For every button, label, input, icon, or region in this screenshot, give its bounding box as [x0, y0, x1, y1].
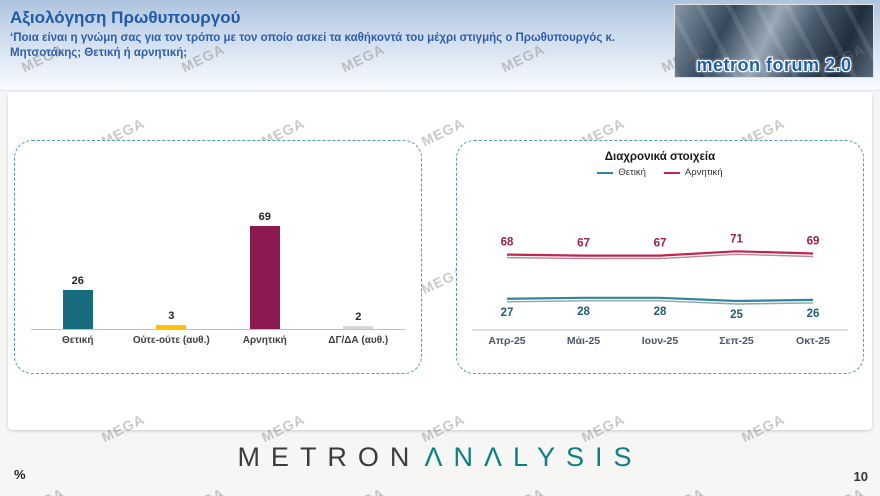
bar-column: 2 [312, 311, 406, 329]
series-shadow-line [506, 253, 814, 260]
metron-analysis-logo: METRON ΛNΛLYSIS [0, 442, 880, 473]
metron-forum-logo-text: metron forum 2.0 [696, 55, 852, 75]
bar-value-label: 69 [258, 210, 271, 223]
legend-item: Θετική [597, 167, 646, 178]
x-axis-tick-label: Σεπ-25 [719, 335, 754, 347]
bar [343, 326, 374, 329]
bar-chart-category-labels: Θετική Ούτε-ούτε (αυθ.) Αρνητική ΔΓ/ΔΑ (αυθ… [31, 335, 405, 346]
line-chart-panel: Διαχρονικά στοιχεία Θετική Αρνητική 27 28 2… [456, 140, 864, 374]
bar-value-label: 2 [355, 311, 362, 323]
data-point-label: 67 [654, 238, 667, 250]
data-point-label: 68 [501, 237, 514, 249]
data-point-label: 27 [501, 307, 514, 319]
page-subtitle: ‘Ποια είναι η γνώμη σας για τον τρόπο με… [10, 32, 616, 59]
bar-column: 3 [125, 309, 219, 329]
x-axis-tick-label: Απρ-25 [488, 335, 525, 347]
line-chart-title: Διαχρονικά στοιχεία [604, 151, 716, 163]
series-line [506, 296, 814, 303]
x-axis-tick-label: Μάι-25 [567, 335, 600, 347]
page-number: 10 [853, 469, 868, 484]
bar-chart-panel: 26 3 69 2 Θετική Ούτε-ούτε (αυθ.) Αρνητική ΔΓ/… [14, 140, 422, 374]
data-point-label: 67 [577, 238, 590, 250]
content-card: 26 3 69 2 Θετική Ούτε-ούτε (αυθ.) Αρνητική ΔΓ/… [8, 92, 872, 430]
legend-item: Αρνητική [663, 167, 723, 178]
series-shadow-line [506, 300, 814, 305]
data-point-label: 28 [577, 306, 590, 318]
line-chart: 27 28 28 25 26 68 67 67 71 69 Απρ-25 Μάι-25 Ιουν-25 Σ… [472, 233, 848, 347]
bar-column: 69 [218, 210, 312, 329]
metron-forum-logo: metron forum 2.0 [674, 4, 874, 78]
x-axis-tick-label: Οκτ-25 [796, 335, 830, 347]
data-point-label: 28 [654, 306, 667, 318]
page-title: Αξιολόγηση Πρωθυπουργού [10, 8, 241, 27]
bar-chart: 26 3 69 2 Θετική Ούτε-ούτε (αυθ.) Αρνητική ΔΓ/… [15, 169, 421, 346]
bar-value-label: 3 [168, 309, 175, 322]
line-chart-legend: Θετική Αρνητική [457, 167, 863, 178]
bar-category-label: ΔΓ/ΔΑ (αυθ.) [328, 335, 389, 346]
data-point-label: 26 [807, 308, 820, 320]
percent-label: % [14, 467, 26, 482]
brand-analysis: ΛNΛLYSIS [424, 442, 643, 472]
series-line [506, 250, 814, 257]
bar-column: 26 [31, 275, 125, 329]
bar-category-label: Θετική [62, 335, 94, 346]
data-point-label: 25 [730, 309, 743, 321]
legend-swatch-icon [597, 171, 614, 174]
legend-label: Θετική [618, 167, 646, 178]
brand-metron: METRON [237, 442, 421, 472]
bar [62, 290, 93, 329]
legend-label: Αρνητική [684, 167, 723, 178]
data-point-label: 71 [730, 233, 743, 245]
header: Αξιολόγηση Πρωθυπουργού ‘Ποια είναι η γν… [0, 0, 880, 91]
bar-chart-plot-area: 26 3 69 2 [31, 169, 405, 330]
bar-category-label: Αρνητική [242, 335, 287, 346]
footer: % METRON ΛNΛLYSIS 10 [0, 430, 880, 496]
legend-swatch-icon [663, 171, 680, 174]
bar [249, 225, 280, 329]
bar-category-label: Ούτε-ούτε (αυθ.) [132, 335, 210, 346]
bar [156, 324, 187, 329]
data-point-label: 69 [807, 236, 820, 248]
bar-value-label: 26 [71, 275, 84, 287]
x-axis-tick-label: Ιουν-25 [642, 335, 679, 347]
